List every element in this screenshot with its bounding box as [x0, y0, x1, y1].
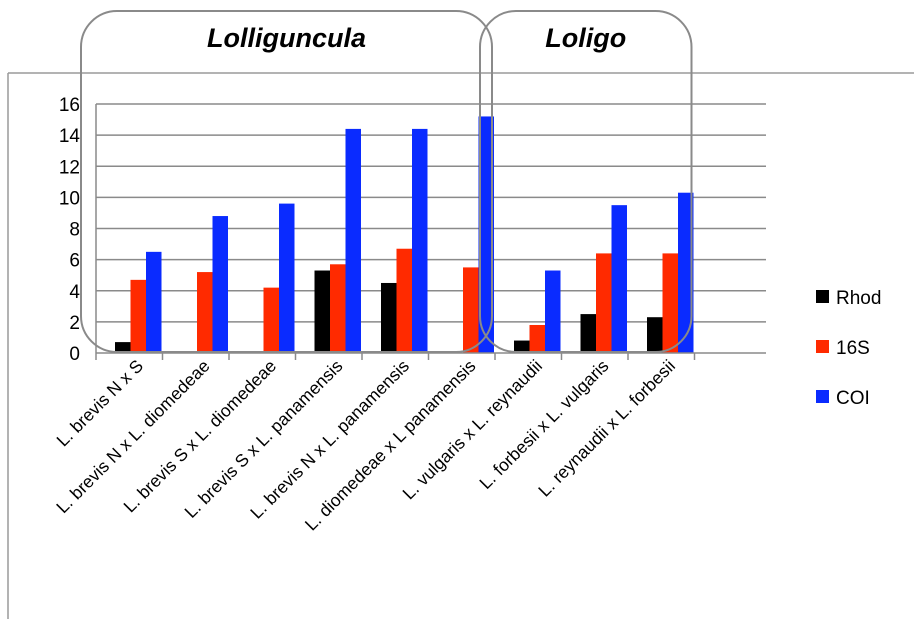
- y-tick-label: 0: [69, 344, 80, 365]
- bar-16s: [463, 267, 479, 353]
- bars: [115, 116, 694, 353]
- y-tick-label: 10: [59, 188, 80, 209]
- bar-coi: [345, 128, 361, 353]
- x-tick-label: L. reynaudii x L. forbesii: [534, 356, 679, 501]
- y-tick-label: 6: [69, 251, 80, 272]
- legend-swatch-rhod: [816, 290, 829, 303]
- bar-coi: [611, 205, 627, 353]
- legend-swatch-coi: [816, 390, 829, 403]
- legend-label: COI: [836, 388, 870, 409]
- bar-16s: [662, 253, 678, 353]
- bar-16s: [197, 272, 213, 353]
- group-title: Lolliguncula: [207, 23, 366, 53]
- bar-16s: [130, 279, 146, 353]
- bar-rhod: [514, 340, 530, 353]
- bar-coi: [412, 128, 428, 353]
- group-box: [80, 10, 493, 353]
- y-tick-labels: 0 2 4 6 8 10 12 14 16: [59, 95, 81, 365]
- bar-16s: [396, 248, 412, 353]
- bar-16s: [529, 324, 545, 353]
- bar-coi: [212, 216, 228, 353]
- bar-rhod: [314, 270, 330, 353]
- bar-rhod: [115, 342, 131, 353]
- bar-rhod: [381, 282, 397, 353]
- y-tick-label: 14: [59, 126, 81, 147]
- chart-frame: [7, 72, 914, 619]
- y-tick-label: 12: [59, 157, 80, 178]
- legend-label: Rhod: [836, 288, 881, 309]
- group-box: [479, 10, 693, 353]
- group-title: Loligo: [545, 23, 626, 53]
- legend-swatch-16s: [816, 340, 829, 353]
- y-tick-label: 4: [69, 282, 80, 303]
- y-tick-label: 2: [69, 313, 80, 334]
- x-tick-labels: L. brevis N x SL. brevis N x L. diomedea…: [52, 356, 679, 535]
- bar-rhod: [647, 317, 663, 353]
- x-tick-label: L. forbesii x L. vulgaris: [475, 356, 612, 493]
- bar-16s: [330, 264, 346, 353]
- y-tick-label: 8: [69, 220, 80, 241]
- chart-border: [7, 72, 914, 619]
- legend: Rhod 16S COI: [816, 288, 881, 409]
- bar-coi: [678, 192, 694, 353]
- group-boxes: Lolliguncula Loligo: [80, 10, 693, 353]
- bar-coi: [478, 116, 494, 353]
- y-tick-label: 16: [59, 95, 80, 116]
- bar-coi: [146, 251, 162, 353]
- bar-rhod: [580, 314, 596, 353]
- bar-coi: [279, 203, 295, 353]
- legend-label: 16S: [836, 338, 870, 359]
- bar-16s: [596, 253, 612, 353]
- bar-coi: [545, 270, 561, 353]
- bar-16s: [263, 287, 279, 353]
